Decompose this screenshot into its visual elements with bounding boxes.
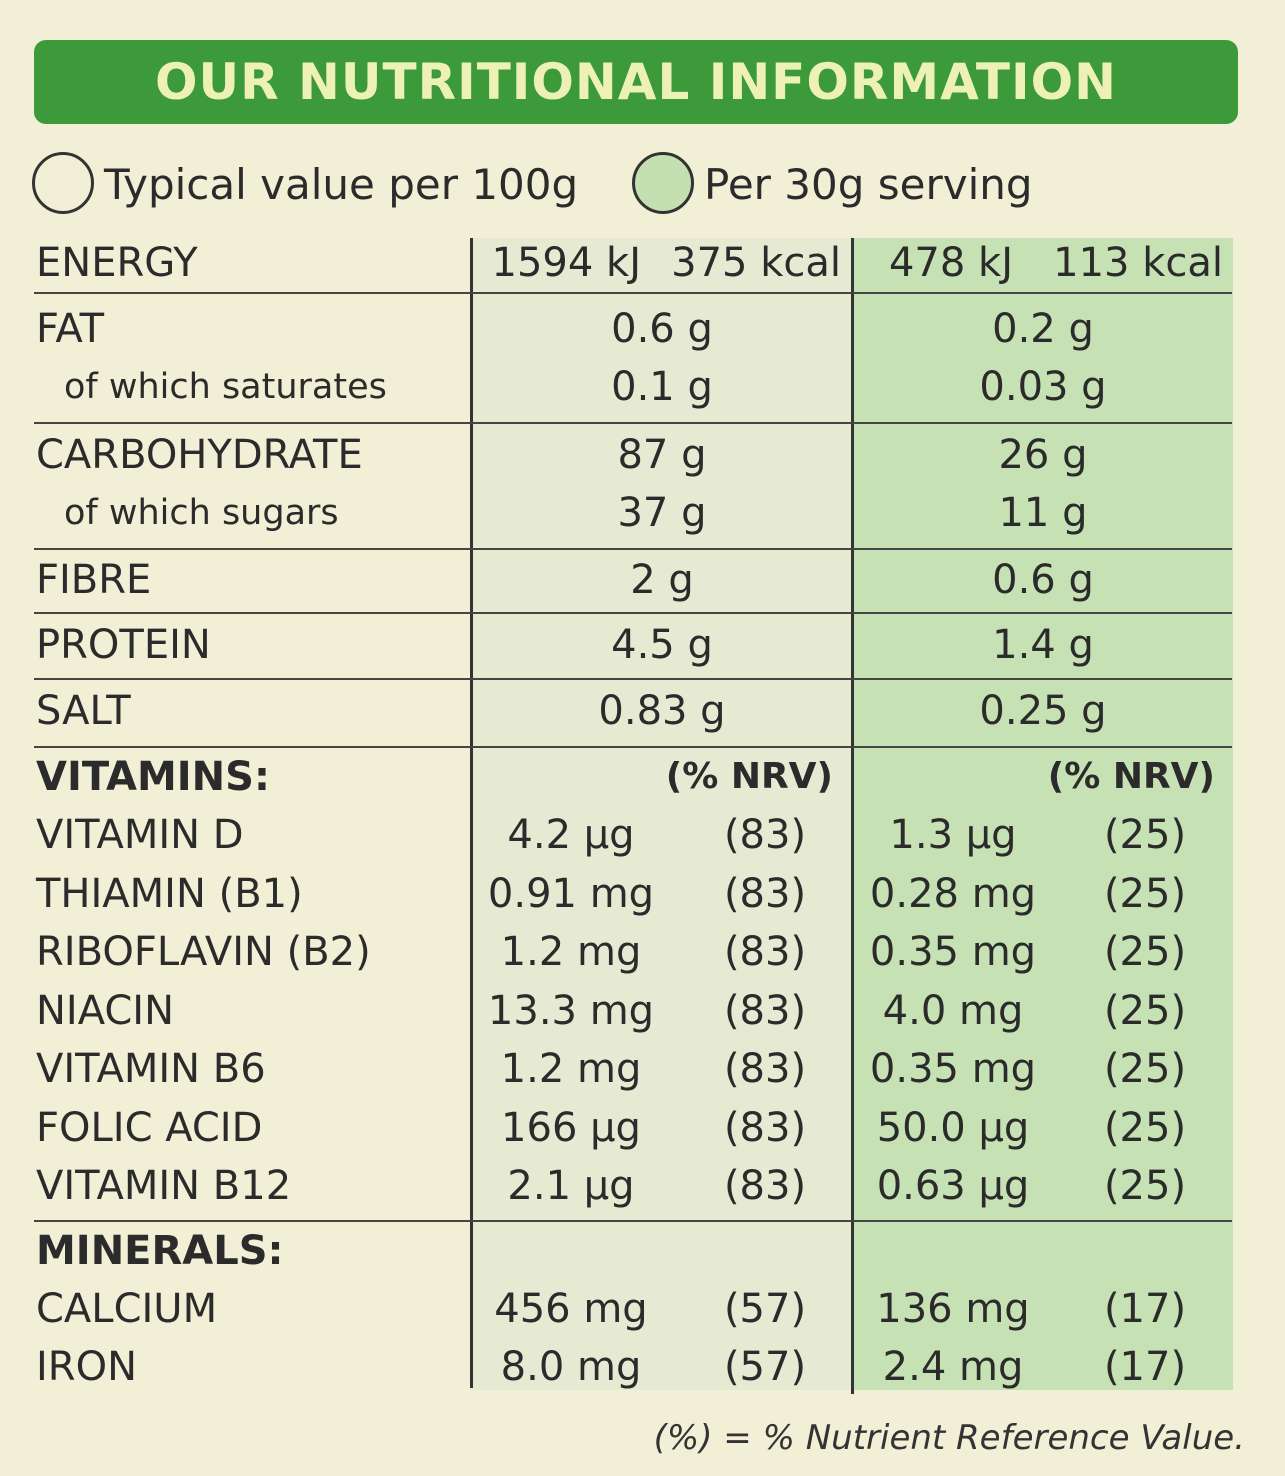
amount-per-100g: 456 mg: [494, 1286, 648, 1332]
amount-per-100g: 0.91 mg: [487, 870, 655, 917]
amount-per-100g: 4.2 µg: [507, 812, 635, 858]
amount-per-100g: 1.2 mg: [500, 929, 642, 975]
salt-label: SALT: [36, 688, 131, 734]
nrv-per-serving: (25): [1103, 1046, 1187, 1092]
nrv-per-serving: (25): [1103, 1163, 1187, 1209]
green-circle-icon: [632, 152, 694, 214]
saturates-per-serving: 0.03 g: [979, 364, 1107, 410]
salt-per-100g: 0.83 g: [598, 688, 726, 734]
per-100g-column: [471, 238, 853, 1390]
energy-kcal-serving: 113 kcal: [1053, 240, 1223, 286]
sugars-per-serving: 11 g: [998, 490, 1088, 536]
minerals-header: MINERALS:: [36, 1228, 284, 1274]
row-divider: [34, 678, 1232, 680]
protein-per-100g: 4.5 g: [611, 622, 713, 668]
item-label: IRON: [36, 1344, 137, 1390]
empty-circle-icon: [32, 152, 94, 214]
fibre-per-serving: 0.6 g: [992, 557, 1094, 603]
item-label: NIACIN: [36, 987, 175, 1034]
nrv-per-100g: (83): [723, 812, 807, 858]
amount-per-100g: 8.0 mg: [500, 1344, 642, 1390]
legend-per-serving: Per 30g serving: [632, 150, 1062, 220]
fibre-per-100g: 2 g: [630, 557, 694, 603]
nrv-per-100g: (83): [723, 1046, 807, 1092]
row-divider: [34, 548, 1232, 550]
sugars-per-100g: 37 g: [617, 490, 707, 536]
per-serving-column: [853, 238, 1233, 1390]
column-divider: [851, 238, 854, 1394]
amount-per-100g: 2.1 µg: [507, 1163, 635, 1209]
item-label: THIAMIN (B1): [36, 870, 303, 917]
nrv-per-serving: (25): [1103, 870, 1187, 917]
carbohydrate-per-100g: 87 g: [617, 432, 707, 478]
fat-per-100g: 0.6 g: [611, 306, 713, 352]
item-label: RIBOFLAVIN (B2): [36, 929, 371, 975]
nrv-per-100g: (83): [723, 870, 807, 917]
nrv-per-serving: (25): [1103, 812, 1187, 858]
page-title: OUR NUTRITIONAL INFORMATION: [34, 40, 1238, 124]
amount-per-serving: 1.3 µg: [889, 812, 1017, 858]
item-label: VITAMIN B12: [36, 1163, 292, 1209]
sugars-label: of which sugars: [64, 493, 339, 533]
item-label: CALCIUM: [36, 1286, 218, 1332]
nrv-per-100g: (83): [723, 929, 807, 975]
legend-label-per-serving: Per 30g serving: [704, 160, 1033, 209]
nrv-per-100g: (57): [723, 1344, 807, 1390]
protein-per-serving: 1.4 g: [992, 622, 1094, 668]
nrv-per-100g: (83): [723, 1163, 807, 1209]
nrv-per-serving: (17): [1103, 1344, 1187, 1390]
row-divider: [34, 292, 1232, 294]
row-divider: [34, 612, 1232, 614]
nrv-per-serving: (25): [1103, 987, 1187, 1034]
amount-per-serving: 50.0 µg: [876, 1104, 1030, 1151]
energy-kj-serving: 478 kJ: [888, 240, 1013, 286]
amount-per-serving: 0.63 µg: [876, 1163, 1030, 1209]
saturates-per-100g: 0.1 g: [611, 364, 713, 410]
footnote: (%) = % Nutrient Reference Value.: [653, 1418, 1245, 1458]
amount-per-serving: 2.4 mg: [882, 1344, 1024, 1390]
energy-kj-100g: 1594 kJ: [491, 240, 641, 286]
nrv-per-100g: (83): [723, 987, 807, 1034]
carbohydrate-per-serving: 26 g: [998, 432, 1088, 478]
nrv-header-100g: (% NRV): [665, 756, 833, 797]
row-divider: [34, 746, 1232, 748]
energy-kcal-100g: 375 kcal: [671, 240, 841, 286]
saturates-label: of which saturates: [64, 367, 387, 407]
amount-per-serving: 136 mg: [876, 1286, 1030, 1332]
salt-per-serving: 0.25 g: [979, 688, 1107, 734]
amount-per-100g: 1.2 mg: [500, 1046, 642, 1092]
nrv-per-100g: (57): [723, 1286, 807, 1332]
amount-per-100g: 13.3 mg: [487, 987, 655, 1034]
column-divider: [470, 238, 473, 1388]
amount-per-serving: 0.35 mg: [869, 1046, 1037, 1092]
nrv-per-serving: (25): [1103, 1104, 1187, 1151]
amount-per-100g: 166 µg: [501, 1104, 641, 1151]
fat-label: FAT: [36, 306, 105, 352]
row-divider: [34, 422, 1232, 424]
nrv-per-serving: (25): [1103, 929, 1187, 975]
fibre-label: FIBRE: [36, 557, 152, 603]
nrv-per-100g: (83): [723, 1104, 807, 1151]
item-label: VITAMIN D: [36, 812, 244, 858]
carbohydrate-label: CARBOHYDRATE: [36, 432, 363, 478]
vitamins-header: VITAMINS:: [36, 754, 270, 800]
nrv-per-serving: (17): [1103, 1286, 1187, 1332]
energy-label: ENERGY: [36, 240, 198, 286]
row-divider: [34, 1220, 1232, 1222]
amount-per-serving: 0.28 mg: [869, 870, 1037, 917]
amount-per-serving: 4.0 mg: [882, 987, 1024, 1034]
legend-label-per-100g: Typical value per 100g: [104, 160, 579, 209]
item-label: FOLIC ACID: [36, 1104, 263, 1151]
legend-per-100g: Typical value per 100g: [32, 150, 612, 220]
amount-per-serving: 0.35 mg: [869, 929, 1037, 975]
nrv-header-serving: (% NRV): [1047, 756, 1215, 797]
protein-label: PROTEIN: [36, 622, 211, 668]
fat-per-serving: 0.2 g: [992, 306, 1094, 352]
item-label: VITAMIN B6: [36, 1046, 266, 1092]
